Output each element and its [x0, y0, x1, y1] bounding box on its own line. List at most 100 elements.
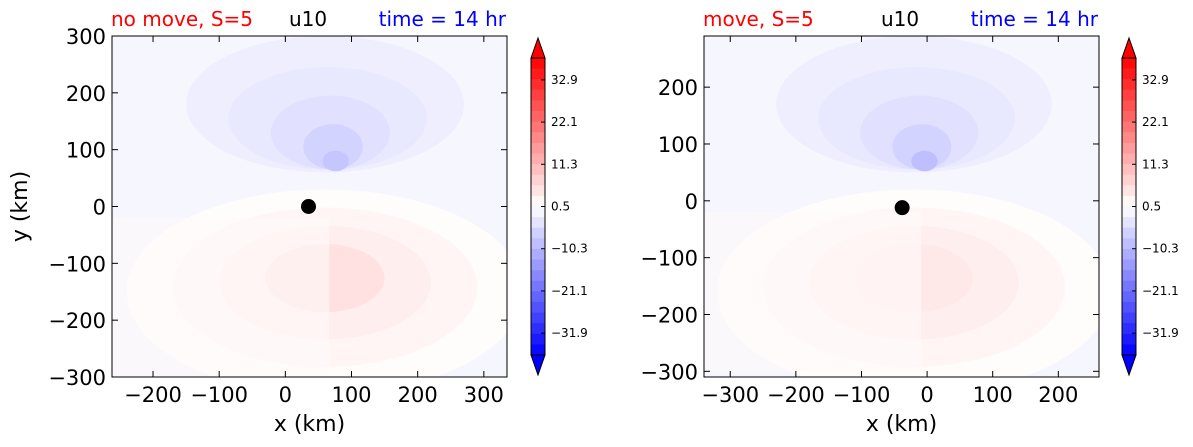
y-tick-label: −300 — [640, 360, 698, 384]
colorbar-band — [531, 195, 545, 208]
x-tick-label: 100 — [331, 383, 371, 407]
colorbar-band — [1122, 291, 1136, 303]
x-tick-label: 200 — [398, 383, 438, 407]
colorbar-tick-label: 32.9 — [551, 73, 578, 87]
colorbar: 32.9 22.1 11.3 0.5 −10.3 −21.1 −31.9 — [1121, 36, 1179, 377]
colorbar-tick-label: −10.3 — [1142, 242, 1179, 256]
colorbar-band — [1122, 132, 1136, 144]
y-tick-label: −200 — [48, 309, 106, 333]
colorbar-band — [1122, 111, 1136, 123]
colorbar-tick-label: 0.5 — [551, 200, 570, 214]
colorbar-band — [531, 238, 545, 250]
colorbar-band — [531, 248, 545, 261]
colorbar-band — [531, 111, 545, 123]
colorbar-extend-min — [1121, 354, 1137, 377]
negative-contour-5 — [911, 150, 938, 172]
colorbar-tick-label: −21.1 — [1142, 284, 1179, 298]
chart-panel-2: −300 −200 −100 0 100 200 −300 −200 −100 0 100 200 x … — [640, 7, 1178, 437]
colorbar-tick-label: 22.1 — [551, 115, 578, 129]
colorbar-band — [531, 344, 545, 356]
colorbar-band — [1122, 323, 1136, 335]
colorbar-band — [1122, 259, 1136, 271]
colorbar-tick-label: 22.1 — [1142, 115, 1169, 129]
x-tick-label: 200 — [1038, 383, 1078, 407]
colorbar-band — [1122, 248, 1136, 261]
y-axis-label: y (km) — [8, 171, 33, 242]
colorbar-band — [531, 217, 545, 229]
title-left: move, S=5 — [703, 7, 814, 31]
colorbar-tick-label: 0.5 — [1142, 200, 1161, 214]
colorbar-band — [1122, 344, 1136, 356]
colorbar-tick-label: −31.9 — [1142, 326, 1179, 340]
colorbar-tick-label: −10.3 — [551, 242, 588, 256]
colorbar-band — [1122, 227, 1136, 239]
y-tick-label: 100 — [66, 139, 106, 163]
y-tick-label: −300 — [48, 366, 106, 390]
storm-center-marker — [301, 199, 317, 214]
x-tick-label: −300 — [701, 383, 759, 407]
colorbar-extend-min — [530, 354, 546, 377]
colorbar-band — [1122, 312, 1136, 324]
colorbar-band — [1122, 58, 1136, 70]
y-tick-label: 0 — [685, 190, 698, 214]
colorbar-band — [531, 301, 545, 314]
colorbar-band — [531, 270, 545, 282]
colorbar-band — [531, 132, 545, 144]
colorbar-band — [1122, 153, 1136, 165]
colorbar-tick-label: −21.1 — [551, 284, 588, 298]
colorbar-extend-max — [530, 36, 546, 59]
colorbar-band — [531, 79, 545, 91]
title-right: time = 14 hr — [379, 7, 507, 31]
y-tick-label: 200 — [658, 76, 698, 100]
y-tick-label: 200 — [66, 82, 106, 106]
colorbar-band — [531, 323, 545, 335]
y-tick-label: −100 — [48, 252, 106, 276]
storm-center-marker — [894, 200, 910, 216]
y-tick-label: −100 — [640, 247, 698, 271]
colorbar-band — [531, 206, 545, 218]
colorbar-band — [531, 142, 545, 155]
colorbar-band — [531, 259, 545, 271]
colorbar-band — [531, 121, 545, 133]
negative-contour-5 — [322, 150, 349, 172]
colorbar-tick-label: 11.3 — [1142, 157, 1169, 171]
colorbar-band — [531, 280, 545, 292]
x-tick-label: 0 — [279, 383, 292, 407]
colorbar-band — [1122, 142, 1136, 155]
colorbar-band — [1122, 270, 1136, 282]
y-tick-label: 0 — [93, 196, 106, 220]
colorbar-band — [531, 291, 545, 303]
wind-field — [112, 36, 507, 377]
y-tick-label: 100 — [658, 133, 698, 157]
positive-band — [704, 212, 922, 372]
colorbar-band — [1122, 333, 1136, 345]
x-tick-label: −200 — [124, 383, 182, 407]
colorbar-band — [1122, 89, 1136, 102]
colorbar: 32.9 22.1 11.3 0.5 −10.3 −21.1 −31.9 — [530, 36, 588, 377]
colorbar-band — [1122, 301, 1136, 314]
x-tick-label: 0 — [920, 383, 933, 407]
colorbar-band — [1122, 217, 1136, 229]
title-left: no move, S=5 — [111, 7, 253, 31]
colorbar-band — [531, 333, 545, 345]
colorbar-band — [1122, 174, 1136, 186]
colorbar-band — [1122, 121, 1136, 133]
x-tick-label: −200 — [767, 383, 825, 407]
x-tick-label: −100 — [833, 383, 891, 407]
title-right: time = 14 hr — [971, 7, 1099, 31]
colorbar-band — [531, 153, 545, 165]
x-tick-label: 300 — [464, 383, 504, 407]
colorbar-band — [1122, 164, 1136, 176]
colorbar-band — [531, 68, 545, 80]
colorbar-band — [531, 227, 545, 239]
colorbar-band — [531, 174, 545, 186]
x-axis-label: x (km) — [866, 412, 937, 437]
colorbar-band — [1122, 79, 1136, 91]
y-tick-label: −200 — [640, 303, 698, 327]
wind-field — [704, 36, 1099, 377]
colorbar-band — [531, 312, 545, 324]
colorbar-tick-label: 32.9 — [1142, 73, 1169, 87]
positive-band — [112, 217, 330, 377]
plot-frame — [703, 35, 1100, 378]
